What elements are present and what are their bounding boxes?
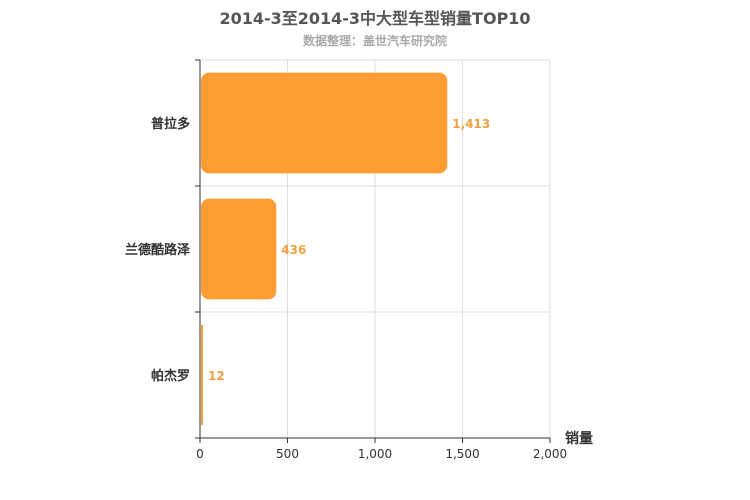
x-tick-label: 500 <box>276 447 299 461</box>
chart-subtitle: 数据整理：盖世汽车研究院 <box>302 34 447 48</box>
category-label: 兰德酷路泽 <box>125 242 191 258</box>
bar <box>201 198 277 300</box>
category-label: 普拉多 <box>151 116 190 132</box>
labels: 0 500 1,000 1,500 2,000 普拉多 1,413 兰德酷路泽 436 帕杰罗 12 <box>125 116 567 461</box>
x-tick-label: 1,500 <box>445 447 479 461</box>
x-tick-label: 2,000 <box>533 447 567 461</box>
value-label: 436 <box>281 243 306 257</box>
x-tick-label: 1,000 <box>358 447 392 461</box>
category-label: 帕杰罗 <box>151 368 190 384</box>
x-tick-label: 0 <box>196 447 204 461</box>
axes <box>195 59 551 443</box>
value-label: 12 <box>208 369 225 383</box>
bar <box>201 324 203 426</box>
bar <box>201 72 448 174</box>
x-axis-title: 销量 <box>565 430 593 447</box>
chart-title: 2014-3至2014-3中大型车型销量TOP10 <box>219 9 531 28</box>
bars <box>201 72 448 426</box>
value-label: 1,413 <box>452 117 490 131</box>
